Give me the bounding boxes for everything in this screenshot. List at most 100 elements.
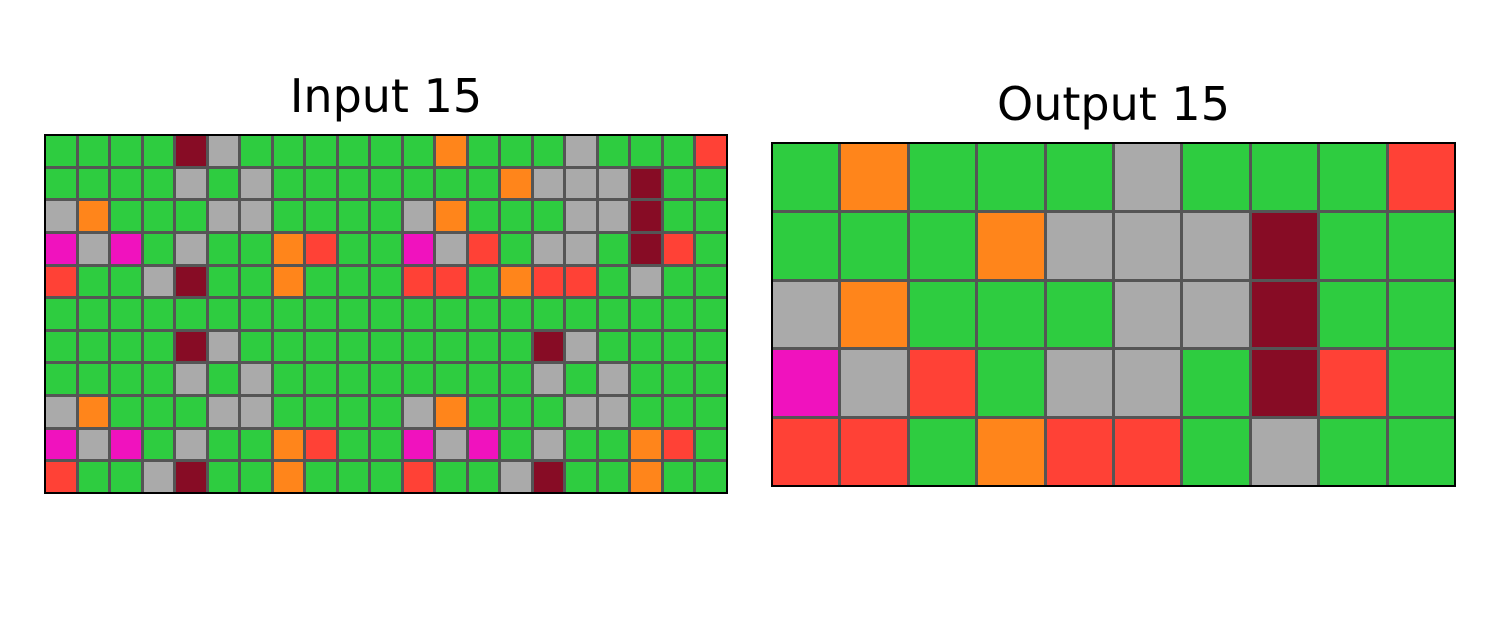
input-cell: [598, 136, 629, 166]
input-cell: [501, 429, 531, 460]
input-cell: [143, 168, 174, 199]
input-cell: [338, 397, 369, 427]
input-cell: [273, 168, 304, 199]
input-cell: [241, 331, 271, 362]
input-cell: [371, 233, 401, 264]
input-cell: [273, 397, 304, 427]
input-cell: [273, 233, 304, 264]
input-cell: [208, 364, 239, 395]
input-cell: [338, 364, 369, 395]
output-cell: [841, 212, 907, 279]
input-cell: [111, 364, 141, 395]
output-cell: [1115, 144, 1181, 210]
input-cell: [208, 462, 239, 492]
input-cell: [46, 364, 76, 395]
input-cell: [566, 364, 596, 395]
input-cell: [273, 429, 304, 460]
input-cell: [78, 201, 109, 231]
input-cell: [696, 397, 726, 427]
input-cell: [663, 364, 694, 395]
input-cell: [501, 233, 531, 264]
input-cell: [696, 331, 726, 362]
output-cell: [978, 144, 1044, 210]
output-cell: [1320, 419, 1386, 485]
input-cell: [371, 299, 401, 329]
input-cell: [468, 364, 499, 395]
input-cell: [338, 136, 369, 166]
input-cell: [468, 462, 499, 492]
input-cell: [143, 397, 174, 427]
input-cell: [78, 233, 109, 264]
input-cell: [501, 201, 531, 231]
output-title: Output 15: [997, 77, 1230, 131]
input-cell: [306, 299, 336, 329]
input-grid: [44, 134, 728, 494]
input-cell: [533, 364, 564, 395]
output-cell: [909, 281, 976, 348]
input-cell: [371, 364, 401, 395]
input-cell: [176, 233, 206, 264]
input-cell: [566, 397, 596, 427]
input-cell: [338, 429, 369, 460]
input-cell: [306, 364, 336, 395]
input-cell: [338, 266, 369, 297]
input-cell: [273, 201, 304, 231]
input-cell: [338, 462, 369, 492]
output-cell: [1046, 350, 1112, 417]
input-cell: [143, 136, 174, 166]
input-cell: [663, 201, 694, 231]
output-cell: [1183, 350, 1249, 417]
input-cell: [273, 462, 304, 492]
output-cell: [1046, 419, 1112, 485]
output-cell: [773, 212, 839, 279]
output-cell: [1320, 144, 1386, 210]
input-cell: [631, 168, 661, 199]
input-cell: [143, 201, 174, 231]
input-cell: [403, 299, 434, 329]
input-cell: [533, 233, 564, 264]
input-cell: [371, 266, 401, 297]
input-cell: [273, 364, 304, 395]
input-cell: [436, 266, 466, 297]
input-cell: [46, 462, 76, 492]
input-cell: [241, 233, 271, 264]
output-cell: [1046, 281, 1112, 348]
input-cell: [176, 364, 206, 395]
output-cell: [1251, 212, 1318, 279]
output-cell: [773, 144, 839, 210]
output-cell: [1115, 212, 1181, 279]
input-cell: [533, 331, 564, 362]
input-cell: [208, 266, 239, 297]
output-cell: [1388, 144, 1454, 210]
input-cell: [501, 266, 531, 297]
output-cell: [978, 212, 1044, 279]
input-cell: [338, 331, 369, 362]
input-cell: [631, 364, 661, 395]
input-cell: [533, 299, 564, 329]
output-cell: [909, 419, 976, 485]
input-cell: [143, 364, 174, 395]
input-cell: [663, 462, 694, 492]
input-cell: [208, 136, 239, 166]
output-cell: [1183, 281, 1249, 348]
input-cell: [696, 429, 726, 460]
output-cell: [1251, 419, 1318, 485]
input-cell: [143, 233, 174, 264]
input-cell: [696, 168, 726, 199]
input-cell: [176, 266, 206, 297]
input-cell: [403, 266, 434, 297]
input-cell: [46, 429, 76, 460]
input-cell: [436, 331, 466, 362]
input-cell: [501, 299, 531, 329]
input-cell: [533, 136, 564, 166]
input-cell: [111, 397, 141, 427]
input-cell: [208, 201, 239, 231]
input-cell: [306, 462, 336, 492]
input-cell: [46, 397, 76, 427]
output-cell: [1251, 350, 1318, 417]
input-cell: [436, 201, 466, 231]
input-cell: [46, 299, 76, 329]
input-cell: [533, 397, 564, 427]
input-cell: [176, 136, 206, 166]
input-cell: [111, 266, 141, 297]
